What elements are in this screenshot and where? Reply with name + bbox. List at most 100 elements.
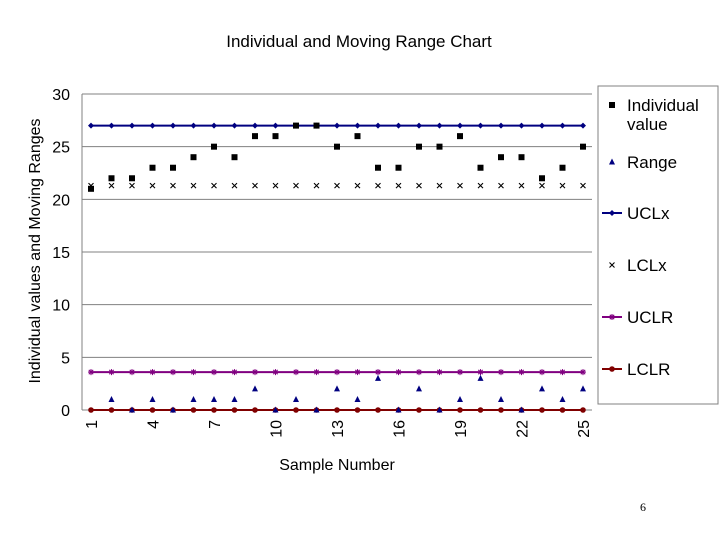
lclr-point xyxy=(457,407,463,413)
range-point xyxy=(313,406,320,413)
legend-label-range: Range xyxy=(627,153,677,172)
range-point xyxy=(170,406,176,413)
uclx-point xyxy=(231,122,238,129)
lclr-point xyxy=(211,407,217,413)
x-tick-label: 13 xyxy=(330,420,347,438)
uclr-point xyxy=(334,369,340,376)
uclx-point xyxy=(436,122,443,129)
individual-value-point xyxy=(559,164,566,171)
uclr-point xyxy=(129,369,135,376)
individual-value-point xyxy=(211,143,217,150)
x-tick-label: 4 xyxy=(146,420,163,429)
range-point xyxy=(231,395,238,402)
range-point xyxy=(190,395,197,402)
uclx-point xyxy=(129,122,135,129)
individual-value-point xyxy=(170,164,176,171)
uclr-point xyxy=(375,369,381,376)
lclx-point xyxy=(129,182,135,189)
uclr-point xyxy=(580,369,586,376)
uclx-point xyxy=(559,122,566,129)
individual-value-point xyxy=(498,154,504,161)
page-number: 6 xyxy=(640,500,646,514)
uclr-point xyxy=(231,369,238,376)
individual-value-point xyxy=(580,143,586,150)
y-tick-label: 15 xyxy=(52,245,70,262)
range-point xyxy=(436,406,443,413)
lclx-point xyxy=(375,182,381,189)
uclr-point xyxy=(88,369,94,376)
uclx-point xyxy=(477,122,484,129)
uclr-point xyxy=(313,369,320,376)
range-point xyxy=(354,395,361,402)
range-point xyxy=(477,374,484,381)
lclx-point xyxy=(457,182,463,189)
uclr-point xyxy=(395,369,402,376)
uclr-point xyxy=(354,369,361,376)
uclr-point xyxy=(477,369,484,376)
y-tick-label: 25 xyxy=(52,140,70,157)
individual-value-point xyxy=(252,133,258,140)
lclr-point xyxy=(477,407,484,413)
lclx-point xyxy=(416,182,422,189)
individual-value-point xyxy=(108,175,115,182)
legend-marker-range xyxy=(609,158,615,165)
lclr-point xyxy=(149,407,156,413)
lclx-point xyxy=(211,182,217,189)
uclr-point xyxy=(272,369,279,376)
uclx-point xyxy=(354,122,361,129)
range-point xyxy=(416,385,422,392)
uclr-point xyxy=(149,369,156,376)
legend-label-uclr: UCLR xyxy=(627,308,673,327)
uclx-point xyxy=(252,122,258,129)
y-tick-label: 5 xyxy=(61,350,70,367)
individual-value-point xyxy=(129,175,135,182)
individual-value-point xyxy=(457,133,463,140)
lclx-point xyxy=(272,182,279,189)
range-point xyxy=(149,395,156,402)
range-point xyxy=(375,374,381,381)
lclr-point xyxy=(88,407,94,413)
y-tick-label: 0 xyxy=(61,403,70,420)
lclr-point xyxy=(416,407,422,413)
individual-value-point xyxy=(375,164,381,171)
individual-value-point xyxy=(518,154,525,161)
lclx-point xyxy=(190,182,197,189)
range-point xyxy=(129,406,135,413)
lclr-point xyxy=(252,407,258,413)
lclr-point xyxy=(580,407,586,413)
individual-value-point xyxy=(293,122,299,129)
individual-value-point xyxy=(395,164,402,171)
uclx-point xyxy=(88,122,94,129)
y-tick-label: 10 xyxy=(52,298,70,315)
lclx-point xyxy=(170,182,176,189)
lclr-point xyxy=(190,407,197,413)
uclr-point xyxy=(416,369,422,376)
lclx-point xyxy=(231,182,238,189)
individual-value-point xyxy=(416,143,422,150)
chart-title: Individual and Moving Range Chart xyxy=(226,32,492,51)
uclx-point xyxy=(170,122,176,129)
uclx-point xyxy=(375,122,381,129)
legend-box xyxy=(597,85,719,405)
individual-value-point xyxy=(190,154,197,161)
individual-value-point xyxy=(272,133,279,140)
lclx-point xyxy=(354,182,361,189)
range-point xyxy=(334,385,340,392)
lclx-point xyxy=(559,182,566,189)
uclr-point xyxy=(190,369,197,376)
uclx-point xyxy=(108,122,115,129)
uclr-point xyxy=(293,369,299,376)
uclr-point xyxy=(211,369,217,376)
range-point xyxy=(395,406,402,413)
x-tick-label: 10 xyxy=(269,420,286,438)
individual-value-point xyxy=(436,143,443,150)
uclx-point xyxy=(580,122,586,129)
uclx-point xyxy=(416,122,422,129)
y-axis-label: Individual values and Moving Ranges xyxy=(27,118,44,383)
uclr-point xyxy=(457,369,463,376)
range-point xyxy=(108,395,115,402)
legend-marker-uclr xyxy=(609,314,615,320)
range-point xyxy=(272,406,279,413)
x-tick-label: 7 xyxy=(207,420,224,429)
